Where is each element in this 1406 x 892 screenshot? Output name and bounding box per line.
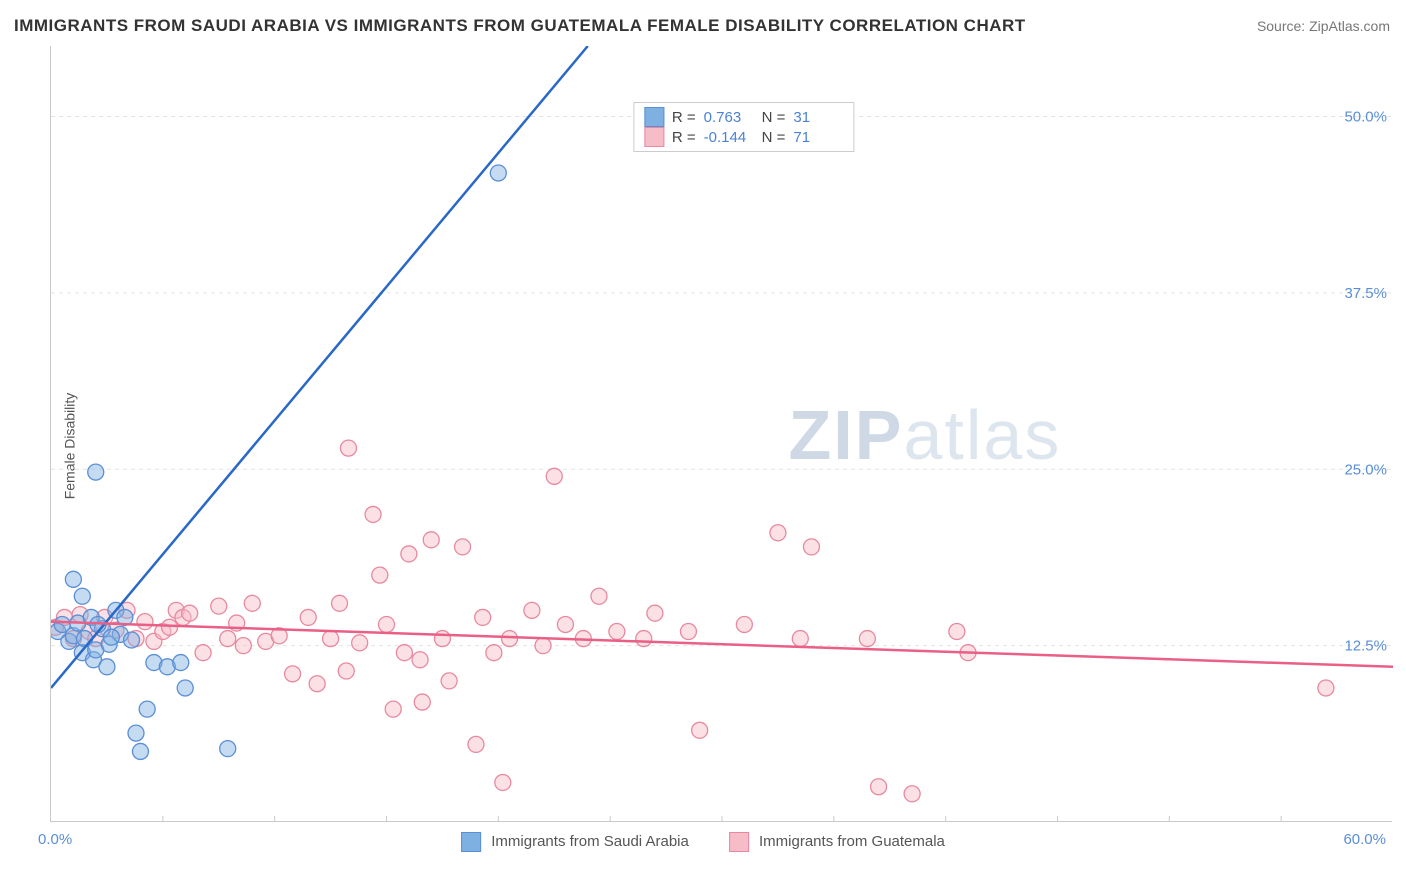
legend-item-b: Immigrants from Guatemala <box>729 832 945 852</box>
x-tick-max: 60.0% <box>1343 831 1386 848</box>
stat-row-b: R = -0.144 N = 71 <box>644 127 844 147</box>
legend-swatch-b-icon <box>729 832 749 852</box>
stat-row-a: R = 0.763 N = 31 <box>644 107 844 127</box>
swatch-b-icon <box>644 127 664 147</box>
legend-swatch-a-icon <box>461 832 481 852</box>
svg-text:25.0%: 25.0% <box>1344 461 1387 478</box>
source-label: Source: ZipAtlas.com <box>1257 18 1390 34</box>
chart-area: 12.5%25.0%37.5%50.0% ZIPatlas R = 0.763 … <box>50 46 1392 822</box>
chart-title: IMMIGRANTS FROM SAUDI ARABIA VS IMMIGRAN… <box>14 16 1026 36</box>
legend-item-a: Immigrants from Saudi Arabia <box>461 832 689 852</box>
x-tick-min: 0.0% <box>38 831 72 848</box>
svg-text:37.5%: 37.5% <box>1344 285 1387 302</box>
svg-text:12.5%: 12.5% <box>1344 638 1387 655</box>
chart-svg: 12.5% 25.0% 37.5% 50.0% <box>51 46 1393 822</box>
stats-box: R = 0.763 N = 31 R = -0.144 N = 71 <box>633 102 855 152</box>
swatch-a-icon <box>644 107 664 127</box>
legend: Immigrants from Saudi Arabia Immigrants … <box>461 832 945 852</box>
svg-text:50.0%: 50.0% <box>1344 109 1387 126</box>
